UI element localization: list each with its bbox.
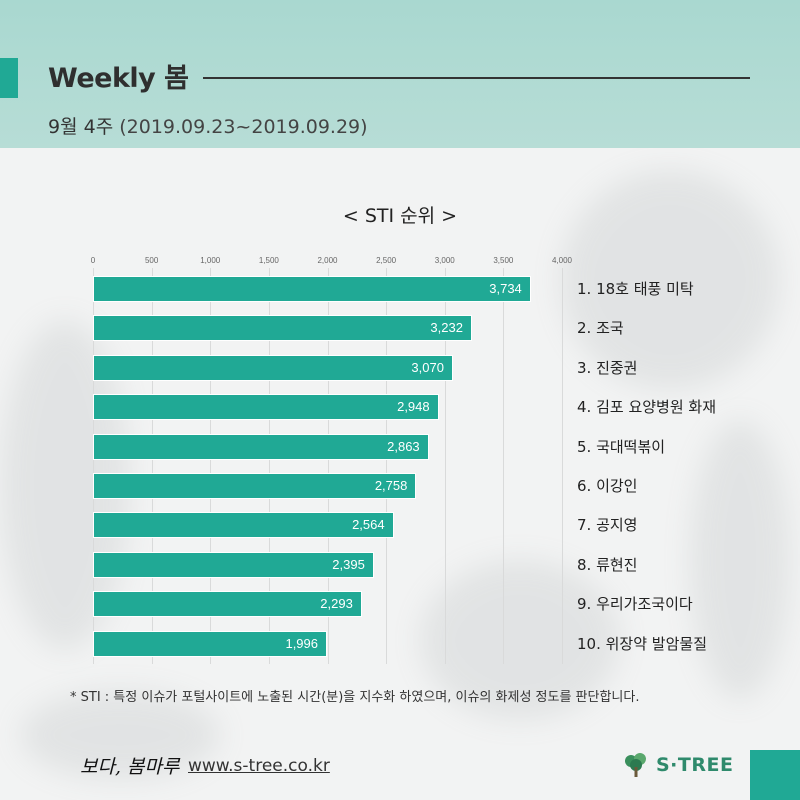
bar-value-label: 3,070 [411, 359, 444, 375]
x-gridline [444, 268, 446, 664]
x-gridline [562, 268, 563, 664]
bar-value-label: 2,293 [320, 596, 353, 612]
brand-logo: S·TREE [622, 748, 733, 782]
category-label: 7. 공지영 [577, 516, 638, 535]
x-gridline [93, 268, 94, 664]
category-label: 4. 김포 요양병원 화재 [577, 398, 717, 417]
bar [93, 276, 531, 302]
category-label: 5. 국대떡볶이 [577, 437, 666, 456]
bar [93, 591, 362, 618]
x-tick-label: 2,000 [317, 256, 338, 265]
x-tick-label: 2,500 [376, 256, 397, 265]
bar [93, 433, 429, 460]
week-label: 9월 4주 [48, 116, 114, 138]
bar [93, 315, 472, 342]
brand-name: S·TREE [656, 754, 734, 776]
bar-value-label: 2,395 [332, 556, 365, 572]
tree-icon [625, 753, 646, 777]
chart-title: < STI 순위 > [342, 205, 458, 227]
bar-value-label: 3,232 [430, 320, 463, 336]
date-range: (2019.09.23~2019.09.29) [119, 116, 368, 138]
x-tick-label: 0 [90, 256, 96, 265]
title-rule [203, 77, 750, 79]
category-label: 8. 류현진 [577, 555, 638, 574]
category-label: 10. 위장약 발암물질 [577, 634, 707, 653]
page-title: Weekly 봄 [48, 63, 189, 94]
bar-value-label: 2,948 [397, 399, 430, 415]
footnote: * STI : 특정 이슈가 포털사이트에 노출된 시간(분)을 지수화 하였으… [70, 690, 640, 705]
bar-value-label: 2,564 [352, 517, 385, 533]
x-gridline [386, 268, 388, 664]
bar-value-label: 3,734 [489, 281, 522, 296]
footer-signature: 보다, 봄마루 [80, 756, 180, 778]
corner-accent-block [750, 750, 800, 800]
bar [93, 473, 417, 499]
bar [93, 354, 453, 381]
bar [93, 394, 439, 421]
bar-value-label: 1,996 [285, 635, 319, 651]
bar [93, 630, 328, 657]
x-tick-label: 1,500 [258, 256, 279, 265]
bar [93, 551, 374, 578]
x-gridline [268, 268, 270, 664]
x-tick-label: 1,000 [200, 256, 221, 265]
header-band [0, 0, 800, 148]
category-label: 6. 이강인 [577, 477, 638, 495]
x-tick-label: 3,000 [434, 256, 455, 265]
x-tick-label: 500 [144, 256, 159, 265]
footer-url-link[interactable]: www.s-tree.co.kr [188, 756, 330, 776]
x-gridline [503, 268, 505, 664]
category-label: 1. 18호 태풍 미탁 [577, 280, 694, 298]
x-tick-label: 4,000 [551, 256, 573, 265]
x-gridline [210, 268, 212, 664]
x-tick-label: 3,500 [493, 256, 514, 265]
bar-value-label: 2,863 [387, 438, 420, 454]
page-subtitle: 9월 4주 (2019.09.23~2019.09.29) [48, 112, 368, 139]
title-accent-tab [0, 58, 18, 98]
x-gridline [327, 268, 329, 664]
category-label: 3. 진중권 [577, 358, 638, 377]
x-gridline [151, 268, 153, 664]
category-label: 2. 조국 [577, 319, 624, 338]
bar-value-label: 2,758 [374, 478, 408, 493]
category-label: 9. 우리가조국이다 [577, 595, 693, 614]
bar [93, 512, 394, 539]
